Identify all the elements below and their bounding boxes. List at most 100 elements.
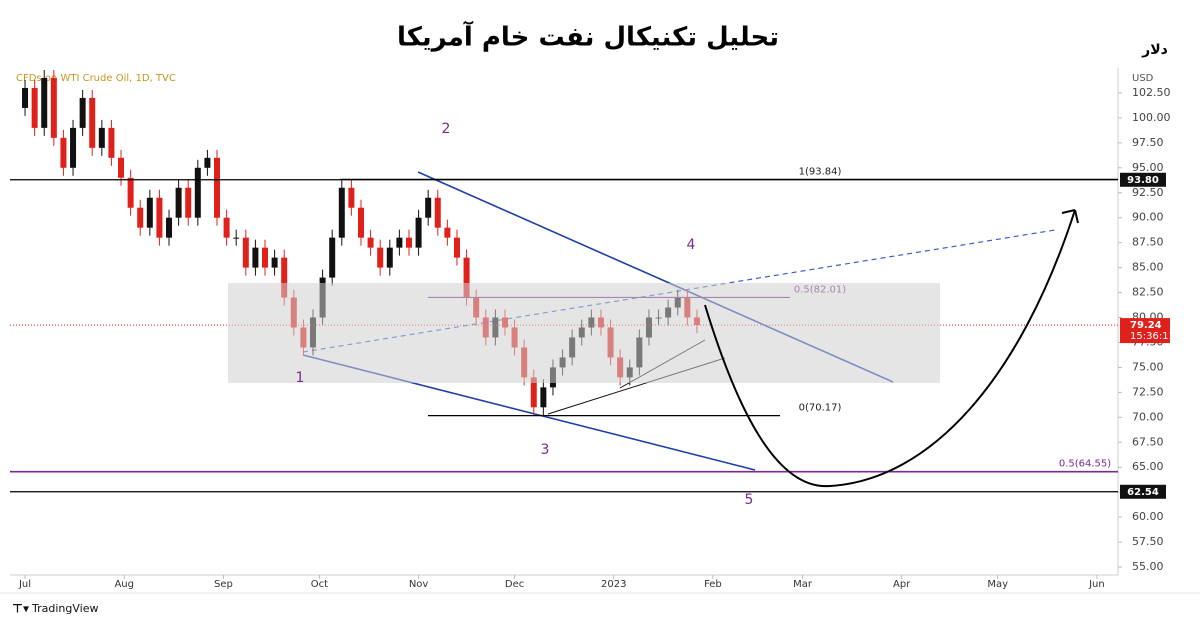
candle-body — [233, 237, 240, 239]
candle-body — [204, 157, 211, 168]
x-tick-label: Apr — [893, 579, 911, 590]
candle-body — [540, 387, 547, 408]
unit-label: دلار — [1141, 42, 1168, 58]
candle-body — [185, 187, 192, 218]
brand-name: TradingView — [31, 602, 98, 615]
countdown-label: 15:36:11 — [1130, 331, 1175, 342]
price-marker-box — [1120, 172, 1166, 187]
candle-body — [386, 247, 393, 268]
candle-body — [175, 187, 182, 218]
y-tick-label: 55.00 — [1132, 560, 1164, 573]
candle-body — [281, 257, 288, 298]
candle-body — [79, 97, 86, 128]
axis-unit: USD — [1132, 73, 1154, 84]
y-tick-label: 72.50 — [1132, 385, 1164, 398]
wave-label: 1 — [296, 370, 305, 386]
candle-body — [463, 257, 470, 298]
brand: ⊤▾ — [12, 602, 29, 616]
candle-body — [31, 87, 38, 128]
candle-body — [348, 187, 355, 208]
candle-body — [415, 217, 422, 248]
x-tick-label: Aug — [114, 579, 134, 590]
candle-body — [98, 127, 105, 148]
candle-body — [108, 127, 115, 158]
candle-body — [146, 197, 153, 228]
candle-body — [271, 257, 278, 268]
candle-body — [396, 237, 403, 248]
wave-label: 3 — [541, 442, 550, 458]
price-marker-box — [1120, 484, 1166, 499]
y-tick-label: 60.00 — [1132, 510, 1164, 523]
candle-body — [367, 237, 374, 248]
y-tick-label: 97.50 — [1132, 136, 1164, 149]
candle-body — [453, 237, 460, 258]
y-tick-label: 57.50 — [1132, 535, 1164, 548]
y-tick-label: 70.00 — [1132, 410, 1164, 423]
projection-curve — [704, 209, 1076, 488]
candle-body — [137, 207, 144, 228]
candle-body — [214, 157, 221, 218]
x-tick-label: May — [987, 579, 1008, 590]
y-tick-label: 82.50 — [1132, 286, 1164, 299]
candle-body — [338, 187, 345, 238]
x-tick-label: Mar — [793, 579, 813, 590]
wave-label: 5 — [745, 492, 754, 508]
projection-arrow — [1061, 209, 1076, 214]
fib-level-label: 0(70.17) — [799, 403, 842, 414]
candle-body — [329, 237, 336, 278]
candle-body — [252, 247, 259, 268]
candle-body — [41, 77, 48, 128]
last-price-label: 79.24 — [1130, 320, 1162, 331]
candle-body — [50, 77, 57, 138]
candle-body — [89, 97, 96, 148]
y-tick-label: 102.50 — [1132, 86, 1171, 99]
y-tick-label: 90.00 — [1132, 211, 1164, 224]
x-tick-label: 2023 — [601, 579, 626, 590]
chart-title: تحلیل تکنیکال نفت خام آمریکا — [397, 21, 779, 53]
fib-level-label: 0.5(64.55) — [1059, 459, 1111, 470]
y-tick-label: 75.00 — [1132, 360, 1164, 373]
x-tick-label: Jul — [18, 579, 31, 590]
y-tick-label: 95.00 — [1132, 161, 1164, 174]
x-tick-label: Sep — [214, 579, 233, 590]
price-marker-label: 62.54 — [1127, 487, 1159, 498]
y-tick-label: 87.50 — [1132, 236, 1164, 249]
x-tick-label: Oct — [311, 579, 328, 590]
candle-body — [22, 87, 29, 108]
candle-body — [156, 197, 163, 238]
y-tick-label: 92.50 — [1132, 186, 1164, 199]
candle-body — [166, 217, 173, 238]
symbol-label: CFDs on WTI Crude Oil, 1D, TVC — [16, 73, 176, 84]
x-tick-label: Nov — [409, 579, 429, 590]
candle-body — [60, 137, 67, 168]
x-tick-label: Dec — [505, 579, 524, 590]
price-marker-label: 93.80 — [1127, 175, 1159, 186]
projection-arrow — [1074, 209, 1079, 224]
candle-body — [223, 217, 230, 238]
y-tick-label: 100.00 — [1132, 111, 1171, 124]
x-tick-label: Feb — [704, 579, 722, 590]
wave-label: 2 — [442, 121, 451, 137]
candle-body — [242, 237, 249, 268]
candle-body — [434, 197, 441, 228]
candle-body — [530, 377, 537, 408]
candle-body — [425, 197, 432, 218]
watermark-band — [228, 283, 940, 383]
candle-body — [377, 247, 384, 268]
candle-body — [70, 127, 77, 168]
candle-body — [405, 237, 412, 248]
candle-body — [444, 227, 451, 238]
y-tick-label: 65.00 — [1132, 460, 1164, 473]
candle-body — [262, 247, 269, 268]
y-tick-label: 85.00 — [1132, 261, 1164, 274]
candle-body — [118, 157, 125, 178]
fib-level-label: 1(93.84) — [799, 166, 842, 177]
candle-body — [357, 207, 364, 238]
candle-body — [127, 177, 134, 208]
last-price-box — [1120, 318, 1170, 344]
x-tick-label: Jun — [1088, 579, 1105, 590]
candle-body — [194, 167, 201, 218]
wave-label: 4 — [687, 237, 696, 253]
y-tick-label: 67.50 — [1132, 435, 1164, 448]
